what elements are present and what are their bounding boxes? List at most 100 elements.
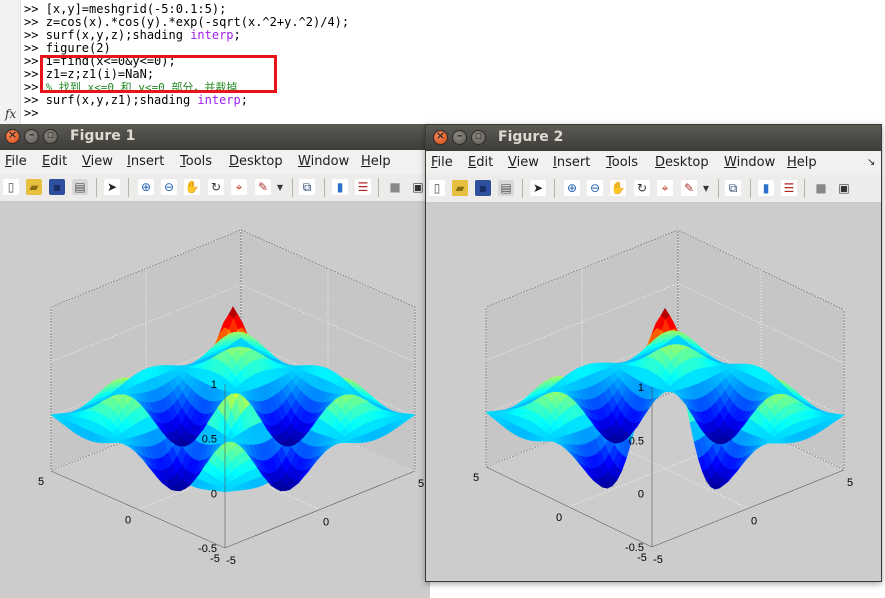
toolbar-separator bbox=[718, 179, 719, 198]
open-file-icon[interactable]: ▰ bbox=[452, 180, 468, 196]
menu-desktop[interactable]: Desktop bbox=[655, 155, 709, 170]
pan-icon[interactable]: ✋ bbox=[610, 180, 626, 196]
figure-2-window[interactable]: × – ▫ Figure 2 ↘ File Edit View Insert Tools… bbox=[425, 124, 882, 582]
figure-2-titlebar[interactable]: × – ▫ Figure 2 bbox=[426, 125, 881, 151]
menu-view[interactable]: View bbox=[508, 155, 539, 170]
code-keyword: interp bbox=[190, 28, 234, 42]
menu-insert[interactable]: Insert bbox=[127, 154, 165, 169]
show-plot-tools-icon[interactable]: ▣ bbox=[412, 180, 424, 194]
command-line: >> figure(2) bbox=[24, 42, 111, 55]
pointer-icon[interactable]: ➤ bbox=[104, 179, 120, 195]
close-window-icon[interactable]: × bbox=[5, 128, 20, 144]
surface-patch bbox=[672, 334, 683, 341]
command-line: >> z1=z;z1(i)=NaN; bbox=[24, 68, 154, 81]
print-icon[interactable]: ▤ bbox=[72, 179, 88, 195]
toolbar-separator bbox=[522, 179, 523, 198]
figure-2-menubar: ↘ File Edit View Insert Tools Desktop Window He… bbox=[426, 151, 881, 176]
z-tick-label: 0.5 bbox=[629, 435, 644, 447]
pan-icon[interactable]: ✋ bbox=[184, 179, 200, 195]
surface-plot[interactable]: 10.50-0.5-505-505 bbox=[426, 203, 881, 583]
maximize-window-icon[interactable]: ▫ bbox=[43, 128, 58, 144]
print-icon[interactable]: ▤ bbox=[498, 180, 514, 196]
brush-icon[interactable]: ✎ bbox=[681, 180, 697, 196]
x-tick-label: 0 bbox=[751, 516, 757, 528]
toolbar-separator bbox=[750, 179, 751, 198]
code-text: ; bbox=[240, 93, 248, 107]
close-window-icon[interactable]: × bbox=[433, 129, 448, 145]
menu-help[interactable]: Help bbox=[787, 155, 817, 170]
menu-overflow-icon[interactable]: ↘ bbox=[867, 157, 876, 168]
prompt: >> bbox=[24, 54, 39, 68]
code-text: figure(2) bbox=[45, 41, 111, 55]
hide-plot-tools-icon[interactable]: ■ bbox=[815, 181, 827, 195]
x-tick-label: -5 bbox=[226, 555, 236, 567]
zoom-in-icon[interactable]: ⊕ bbox=[138, 179, 154, 195]
data-cursor-icon[interactable]: ⌖ bbox=[231, 179, 247, 195]
menu-view[interactable]: View bbox=[82, 154, 113, 169]
surface-plot[interactable]: 10.50-0.5-505-505 bbox=[0, 202, 430, 598]
menu-tools[interactable]: Tools bbox=[180, 154, 213, 169]
toolbar-separator bbox=[554, 179, 555, 198]
figure-2-plot-area[interactable]: 1 0.5 0 -0.5 -5 0 5 -5 0 5 bbox=[426, 203, 881, 581]
menu-desktop[interactable]: Desktop bbox=[229, 154, 283, 169]
x-axis-line bbox=[651, 469, 845, 548]
menu-edit[interactable]: Edit bbox=[42, 154, 68, 169]
code-text: z1=z;z1(i)=NaN; bbox=[45, 67, 155, 81]
menu-tools[interactable]: Tools bbox=[606, 155, 639, 170]
figure-1-plot-area[interactable]: 1 0.5 0 -0.5 -5 0 5 -5 0 5 bbox=[0, 202, 430, 598]
z-tick-label: 0 bbox=[638, 489, 644, 501]
save-icon[interactable]: ▪ bbox=[475, 180, 491, 196]
rotate-3d-icon[interactable]: ↻ bbox=[634, 180, 650, 196]
dropdown-arrow-icon[interactable]: ▾ bbox=[276, 180, 284, 194]
y-tick-label: 0 bbox=[556, 512, 562, 524]
new-figure-icon[interactable]: ▯ bbox=[3, 179, 19, 195]
function-browser-icon[interactable]: fx bbox=[5, 107, 17, 121]
maximize-window-icon[interactable]: ▫ bbox=[471, 129, 486, 145]
figure-2-toolbar: ▯ ▰ ▪ ▤ ➤ ⊕ ⊖ ✋ ↻ ⌖ ✎ ▾ ⧉ ▮ ☰ ■ ▣ bbox=[426, 175, 881, 203]
pointer-icon[interactable]: ➤ bbox=[530, 180, 546, 196]
zoom-in-icon[interactable]: ⊕ bbox=[564, 180, 580, 196]
link-plot-icon[interactable]: ⧉ bbox=[299, 179, 315, 195]
minimize-window-icon[interactable]: – bbox=[24, 128, 39, 144]
command-line: >> surf(x,y,z);shading interp; bbox=[24, 29, 241, 42]
hide-plot-tools-icon[interactable]: ■ bbox=[389, 180, 401, 194]
rotate-3d-icon[interactable]: ↻ bbox=[208, 179, 224, 195]
figure-1-window[interactable]: × – ▫ Figure 1 File Edit View Insert Tools De… bbox=[0, 124, 430, 598]
command-line[interactable]: >> bbox=[24, 107, 46, 120]
toolbar-separator bbox=[292, 178, 293, 197]
new-figure-icon[interactable]: ▯ bbox=[429, 180, 445, 196]
figure-1-titlebar[interactable]: × – ▫ Figure 1 bbox=[0, 124, 430, 150]
z-tick-label: -0.5 bbox=[625, 542, 644, 554]
legend-icon[interactable]: ☰ bbox=[355, 179, 371, 195]
menu-help[interactable]: Help bbox=[361, 154, 391, 169]
zoom-out-icon[interactable]: ⊖ bbox=[587, 180, 603, 196]
zoom-out-icon[interactable]: ⊖ bbox=[161, 179, 177, 195]
show-plot-tools-icon[interactable]: ▣ bbox=[838, 181, 850, 195]
minimize-window-icon[interactable]: – bbox=[452, 129, 467, 145]
prompt: >> bbox=[24, 93, 39, 107]
z-tick-label: 0 bbox=[211, 488, 217, 500]
x-tick-label: -5 bbox=[653, 554, 663, 566]
colorbar-icon[interactable]: ▮ bbox=[758, 180, 774, 196]
menu-file[interactable]: File bbox=[5, 154, 27, 169]
dropdown-arrow-icon[interactable]: ▾ bbox=[702, 181, 710, 195]
surface-mesh bbox=[485, 307, 845, 490]
prompt: >> bbox=[24, 67, 39, 81]
legend-icon[interactable]: ☰ bbox=[781, 180, 797, 196]
colorbar-icon[interactable]: ▮ bbox=[332, 179, 348, 195]
data-cursor-icon[interactable]: ⌖ bbox=[657, 180, 673, 196]
y-tick-label: -5 bbox=[637, 552, 647, 564]
open-file-icon[interactable]: ▰ bbox=[26, 179, 42, 195]
brush-icon[interactable]: ✎ bbox=[255, 179, 271, 195]
prompt: >> bbox=[24, 41, 39, 55]
link-plot-icon[interactable]: ⧉ bbox=[725, 180, 741, 196]
toolbar-separator bbox=[378, 178, 379, 197]
menu-insert[interactable]: Insert bbox=[553, 155, 591, 170]
menu-file[interactable]: File bbox=[431, 155, 453, 170]
menu-window[interactable]: Window bbox=[298, 154, 350, 169]
toolbar-separator bbox=[804, 179, 805, 198]
save-icon[interactable]: ▪ bbox=[49, 179, 65, 195]
menu-edit[interactable]: Edit bbox=[468, 155, 494, 170]
menu-window[interactable]: Window bbox=[724, 155, 776, 170]
